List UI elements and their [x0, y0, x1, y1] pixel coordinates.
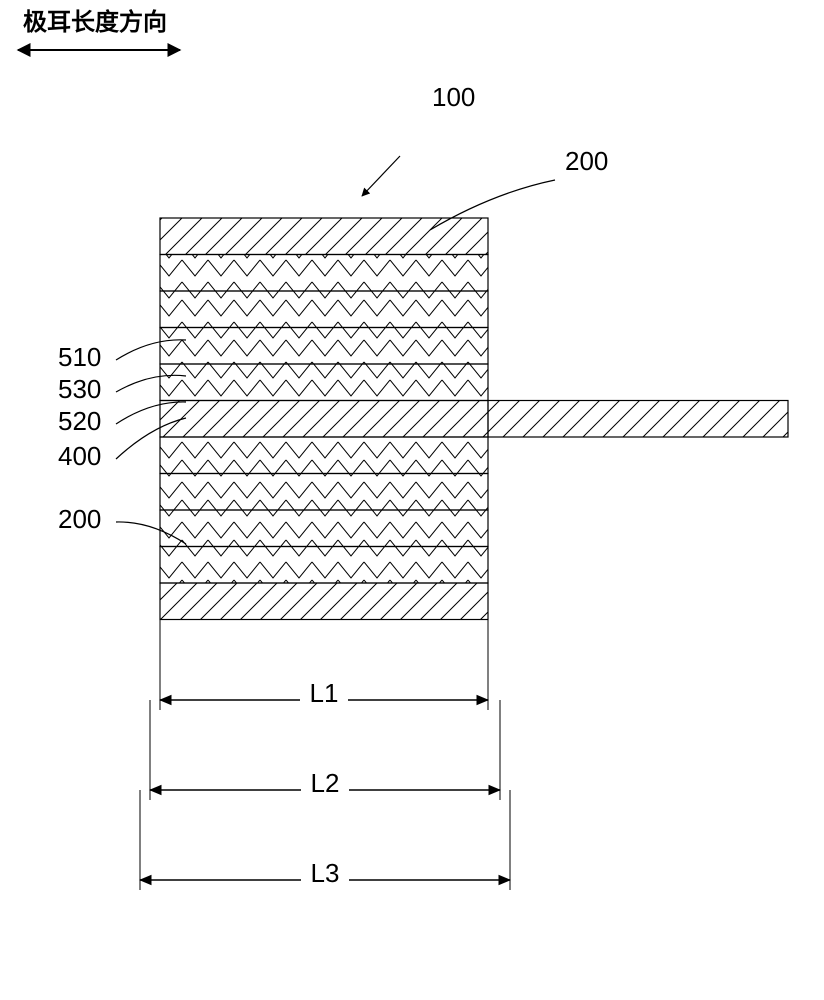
stack-layer	[160, 218, 488, 255]
callout-label-530: 530	[58, 374, 101, 404]
tab-extension	[488, 401, 788, 438]
stack-layer	[160, 291, 488, 328]
stack-layer	[160, 547, 488, 584]
stack-layer	[160, 474, 488, 511]
stack-layer	[160, 364, 488, 401]
dim-label-L2: L2	[311, 768, 340, 798]
dim-label-L1: L1	[310, 678, 339, 708]
stack-layer	[160, 510, 488, 547]
callout-label-400: 400	[58, 441, 101, 471]
diagram-svg: 极耳长度方向 100 200 510530520 400 200 L1 L2 L3	[0, 0, 824, 1000]
stack-layer	[160, 328, 488, 365]
dim-label-L3: L3	[311, 858, 340, 888]
title-text: 极耳长度方向	[23, 8, 167, 36]
callout-label-520: 520	[58, 406, 101, 436]
callout-leader	[362, 156, 400, 196]
stack-layer	[160, 401, 488, 438]
stack-layer	[160, 437, 488, 474]
callout-label-200b: 200	[58, 504, 101, 534]
callout-label-100: 100	[432, 82, 475, 112]
callout-label-510: 510	[58, 342, 101, 372]
stack-layer	[160, 583, 488, 620]
stack-layer	[160, 255, 488, 292]
callout-label-200: 200	[565, 146, 608, 176]
